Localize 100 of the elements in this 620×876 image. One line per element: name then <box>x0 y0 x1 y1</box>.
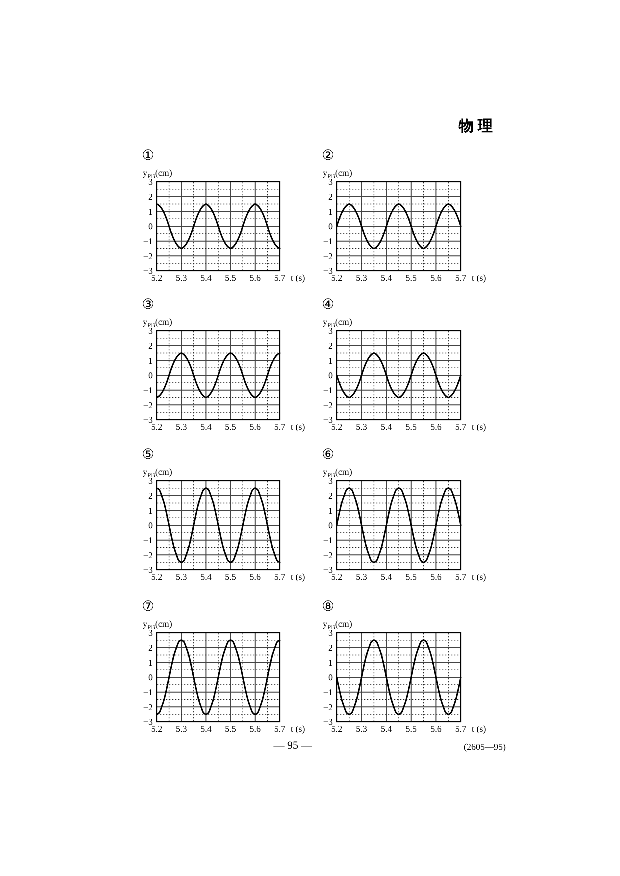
x-tick-label: 5.4 <box>380 422 393 432</box>
y-tick-label: 1 <box>328 206 333 217</box>
x-tick-label: 5.6 <box>430 422 442 432</box>
y-tick-label: −2 <box>143 400 153 410</box>
y-tick-label: 0 <box>328 370 334 381</box>
y-tick-label: −1 <box>323 236 333 247</box>
y-tick-label: 3 <box>148 628 154 638</box>
text: 物 理 <box>458 118 493 135</box>
y-tick-label: 2 <box>328 341 333 352</box>
x-tick-label: 5.2 <box>331 724 343 734</box>
y-tick-label: −1 <box>143 688 153 698</box>
x-tick-label: 5.4 <box>200 273 212 283</box>
x-axis-title: t (s) <box>291 572 306 582</box>
x-tick-label: 5.5 <box>225 422 237 432</box>
y-tick-label: −2 <box>323 702 333 712</box>
x-axis-title: t (s) <box>291 724 306 734</box>
x-axis-title: t (s) <box>472 724 486 734</box>
text: — 95 — <box>272 740 314 752</box>
chart-title: ⑦ <box>142 600 155 615</box>
x-tick-label: 5.5 <box>406 724 418 734</box>
y-tick-label: 2 <box>328 491 333 502</box>
x-tick-label: 5.3 <box>176 422 188 432</box>
chart-title: ① <box>142 149 155 164</box>
x-tick-label: 5.6 <box>250 422 262 432</box>
y-tick-label: 2 <box>148 192 153 202</box>
y-tick-label: 1 <box>328 356 333 366</box>
y-tick-label: 1 <box>148 206 153 217</box>
y-tick-label: 3 <box>328 628 334 638</box>
x-tick-label: 5.2 <box>331 273 343 283</box>
x-tick-label: 5.2 <box>151 572 163 582</box>
y-tick-label: 3 <box>148 177 154 188</box>
y-tick-label: −1 <box>323 386 333 396</box>
x-tick-label: 5.7 <box>274 572 286 582</box>
x-tick-label: 5.3 <box>176 572 188 582</box>
x-tick-label: 5.7 <box>274 724 286 734</box>
y-tick-label: −3 <box>323 266 334 276</box>
text: (2605—95) <box>464 742 506 752</box>
x-tick-label: 5.2 <box>151 273 163 283</box>
y-tick-label: −1 <box>143 236 153 247</box>
y-tick-label: 1 <box>148 506 153 516</box>
x-tick-label: 5.7 <box>274 273 286 283</box>
x-tick-label: 5.4 <box>380 724 393 734</box>
x-axis-title: t (s) <box>291 273 306 283</box>
x-tick-label: 5.5 <box>406 422 418 432</box>
x-tick-label: 5.5 <box>406 572 418 582</box>
x-axis-title: t (s) <box>472 572 486 582</box>
x-tick-label: 5.7 <box>455 724 468 734</box>
x-tick-label: 5.6 <box>430 273 442 283</box>
y-tick-label: 0 <box>148 222 154 232</box>
y-tick-label: 3 <box>148 476 154 486</box>
x-axis-title: t (s) <box>291 422 306 432</box>
x-axis-title: t (s) <box>472 273 486 283</box>
y-tick-label: 0 <box>148 672 154 683</box>
y-tick-label: −3 <box>323 565 334 576</box>
y-tick-label: 3 <box>328 326 334 336</box>
y-tick-label: 0 <box>328 672 334 683</box>
y-tick-label: −3 <box>323 415 334 426</box>
x-axis-title: t (s) <box>472 422 486 432</box>
chart-title: ⑥ <box>322 448 335 463</box>
y-tick-label: −2 <box>143 702 153 712</box>
x-tick-label: 5.2 <box>331 572 343 582</box>
y-tick-label: 0 <box>328 520 334 531</box>
x-tick-label: 5.2 <box>151 422 163 432</box>
y-tick-label: −1 <box>143 386 153 396</box>
y-tick-label: 3 <box>328 476 334 486</box>
x-tick-label: 5.3 <box>356 572 368 582</box>
x-tick-label: 5.5 <box>225 273 237 283</box>
y-tick-label: −3 <box>143 565 154 576</box>
chart-title: ③ <box>142 298 155 313</box>
y-tick-label: 0 <box>148 520 154 531</box>
x-tick-label: 5.6 <box>430 572 442 582</box>
y-tick-label: −2 <box>323 550 333 560</box>
x-tick-label: 5.3 <box>176 273 188 283</box>
y-tick-label: −3 <box>143 717 154 728</box>
x-tick-label: 5.3 <box>176 724 188 734</box>
x-tick-label: 5.5 <box>225 724 237 734</box>
x-tick-label: 5.7 <box>455 572 468 582</box>
x-tick-label: 5.4 <box>380 572 393 582</box>
chart-title: ⑤ <box>142 448 155 463</box>
y-tick-label: 2 <box>148 643 153 654</box>
y-tick-label: 3 <box>148 326 154 336</box>
y-tick-label: 2 <box>148 341 153 352</box>
y-tick-label: −2 <box>323 251 333 262</box>
x-tick-label: 5.6 <box>250 273 262 283</box>
x-tick-label: 5.6 <box>250 724 262 734</box>
y-tick-label: 1 <box>148 356 153 366</box>
x-tick-label: 5.4 <box>200 724 212 734</box>
x-tick-label: 5.2 <box>331 422 343 432</box>
y-tick-label: −2 <box>143 550 153 560</box>
chart-title: ② <box>322 149 335 164</box>
y-tick-label: −3 <box>143 266 154 276</box>
y-tick-label: −1 <box>323 536 333 546</box>
x-tick-label: 5.2 <box>151 724 163 734</box>
y-tick-label: 0 <box>328 222 334 232</box>
x-tick-label: 5.4 <box>200 572 212 582</box>
y-tick-label: −3 <box>143 415 154 426</box>
chart-title: ⑧ <box>322 600 335 615</box>
y-tick-label: −2 <box>143 251 153 262</box>
y-tick-label: −1 <box>323 688 333 698</box>
y-tick-label: 1 <box>148 658 153 668</box>
